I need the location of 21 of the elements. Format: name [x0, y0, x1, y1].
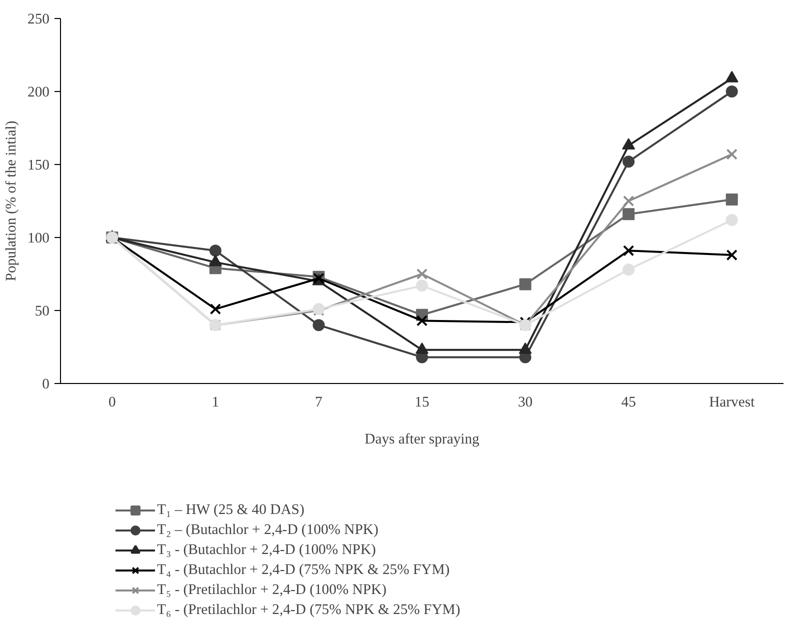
- legend-label: T₅ - (Pretilachlor + 2,4-D (100% NPK): [157, 582, 387, 598]
- y-tick-label: 250: [28, 12, 50, 28]
- legend-label: T₄ - (Butachlor + 2,4-D (75% NPK & 25% FYM): [157, 562, 450, 578]
- y-tick-label: 100: [28, 230, 50, 246]
- x-axis-title: Days after spraying: [364, 432, 480, 448]
- legend-label: T₃ - (Butachlor + 2,4-D (100% NPK): [157, 542, 376, 558]
- x-tick-label: 45: [621, 394, 636, 410]
- x-tick-label: 0: [108, 394, 116, 410]
- x-tick-label: 7: [315, 394, 322, 410]
- legend-label: T₆ - (Pretilachlor + 2,4-D (75% NPK & 25% FYM): [157, 602, 460, 618]
- legend-label: T₁ – HW (25 & 40 DAS): [157, 502, 304, 518]
- y-tick-label: 150: [28, 158, 50, 174]
- y-tick-label: 0: [42, 376, 50, 392]
- y-tick-label: 200: [28, 84, 50, 100]
- y-axis-title: Population (% of the intial): [4, 120, 20, 282]
- y-tick-label: 50: [34, 304, 50, 320]
- x-tick-label: Harvest: [709, 394, 755, 410]
- x-tick-label: 1: [212, 394, 220, 410]
- x-tick-label: 15: [414, 394, 430, 410]
- x-tick-label: 30: [518, 394, 533, 410]
- legend-label: T₂ – (Butachlor + 2,4-D (100% NPK): [157, 522, 378, 538]
